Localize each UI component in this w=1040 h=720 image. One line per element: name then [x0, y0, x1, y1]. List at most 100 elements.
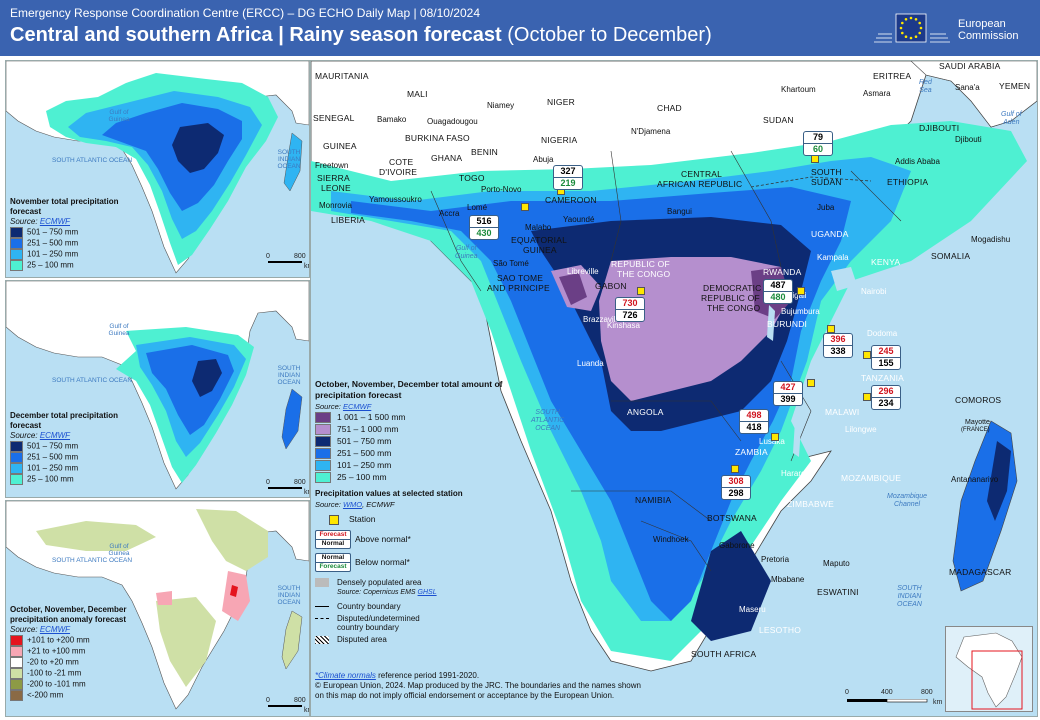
title-main: Central and southern Africa | Rainy seas… — [10, 24, 502, 46]
station-kigali-normal: 480 — [770, 292, 786, 302]
panel3-ocean-left: SOUTH ATLANTIC OCEAN — [52, 557, 133, 564]
label-car2: AFRICAN REPUBLIC — [657, 179, 743, 189]
label-liberia: LIBERIA — [331, 215, 365, 225]
panel2-legend-label: 251 – 500 mm — [27, 452, 79, 462]
sea-aden: Gulf of Aden — [1001, 111, 1022, 127]
disputed-boundary-line — [315, 618, 329, 619]
label-drc3: THE CONGO — [707, 303, 761, 313]
panel1-legend-rows: 501 – 750 mm 251 – 500 mm 101 – 250 mm 25 –… — [10, 227, 122, 271]
label-eqg1: EQUATORIAL — [511, 235, 568, 245]
main-legend-swatch — [315, 460, 331, 472]
station-accra-normal: 430 — [476, 228, 492, 238]
header-subtitle: Emergency Response Coordination Centre (… — [10, 6, 480, 20]
station-source-link[interactable]: WMO — [342, 500, 363, 509]
panel2-gulf: Gulf of Guinea — [108, 323, 130, 337]
panel2-legend: December total precipitation forecast So… — [10, 411, 122, 485]
city-niamey: Niamey — [487, 101, 515, 110]
panel3-source-link[interactable]: ECMWF — [39, 625, 71, 634]
panel1-legend-row: 101 – 250 mm — [10, 249, 122, 260]
panel2-legend-row: 251 – 500 mm — [10, 452, 122, 463]
label-botswana: BOTSWANA — [707, 513, 757, 523]
country-boundary-line — [315, 606, 329, 608]
panel1-legend: November total precipitation forecast So… — [10, 197, 122, 271]
label-somalia: SOMALIA — [931, 251, 971, 261]
label-eritrea: ERITREA — [873, 71, 912, 81]
panel1-legend-label: 25 – 100 mm — [27, 260, 74, 270]
main-legend-swatch — [315, 472, 331, 484]
legend-disputed-boundary-row: Disputed/undetermined country boundary — [315, 614, 505, 632]
main-map-graphic — [311, 61, 1037, 672]
panel3-legend-label: -100 to -21 mm — [27, 668, 82, 678]
panel2-legend-title: December total precipitation forecast — [10, 411, 119, 430]
label-drc2: REPUBLIC OF — [701, 293, 760, 303]
city-libreville: Libreville — [567, 267, 599, 276]
label-madagascar: MADAGASCAR — [949, 567, 1012, 577]
panel3-legend-row: +101 to +200 mm — [10, 635, 140, 646]
main-legend-swatch — [315, 436, 331, 448]
panel1-legend-row: 251 – 500 mm — [10, 238, 122, 249]
panel3-source: Source: ECMWF — [10, 625, 140, 635]
main-legend-source-label: Source: — [315, 402, 341, 411]
panel3-scale-unit: km — [304, 707, 309, 714]
main-legend-swatch — [315, 448, 331, 460]
panel3-legend-row: -100 to -21 mm — [10, 668, 140, 679]
climate-normals-link[interactable]: *Climate normals — [315, 671, 376, 680]
station-lubumbashi-forecast: 498 — [740, 410, 768, 422]
panel1-legend-swatch — [10, 249, 23, 260]
logo-line2: Commission — [958, 30, 1019, 42]
label-sudan: SUDAN — [763, 115, 794, 125]
station-marker-mbeya — [807, 379, 815, 387]
panel1-source-link[interactable]: ECMWF — [39, 217, 71, 226]
panel3-legend-swatch — [10, 690, 23, 701]
panel3-legend-swatch — [10, 679, 23, 690]
city-nairobi: Nairobi — [861, 287, 887, 296]
city-yamou: Yamoussoukro — [369, 195, 422, 204]
locator-inset-map — [945, 626, 1033, 712]
legend-dense-link[interactable]: GHSL — [417, 589, 437, 596]
main-legend-rows: 1 001 – 1 500 mm 751 – 1 000 mm 501 – 750 … — [315, 412, 505, 484]
city-bujumbura: Bujumbura — [781, 307, 820, 316]
dense-swatch — [315, 578, 329, 587]
main-legend-source-link[interactable]: ECMWF — [342, 402, 372, 411]
station-mwanza-forecast: 396 — [824, 334, 852, 346]
panel1-legend-swatch — [10, 227, 23, 238]
city-malabo: Malabo — [525, 223, 552, 232]
above-badge-top: Forecast — [316, 531, 350, 540]
panel2-source-link[interactable]: ECMWF — [39, 431, 71, 440]
city-saotome: São Tomé — [493, 259, 529, 268]
station-lubumbashi-normal: 418 — [746, 422, 762, 432]
label-ssudan1: SOUTH — [811, 167, 842, 177]
sea-sio1: SOUTH — [897, 585, 922, 592]
legend-below-label: Below normal* — [355, 556, 410, 567]
panel1-legend-label: 251 – 500 mm — [27, 238, 79, 248]
city-windhoek: Windhoek — [653, 535, 689, 544]
station-mwanza-normal: 338 — [830, 346, 846, 356]
legend-disputed-area-row: Disputed area — [315, 634, 505, 645]
station-square-icon — [329, 514, 339, 525]
label-uganda: UGANDA — [811, 229, 849, 239]
page-title: Central and southern Africa | Rainy seas… — [10, 24, 712, 47]
label-cameroon: CAMEROON — [545, 195, 597, 205]
main-legend-row: 1 001 – 1 500 mm — [315, 412, 505, 424]
panel2-legend-swatch — [10, 452, 23, 463]
station-kigali: 487 480 — [763, 279, 793, 304]
main-legend-row: 25 – 100 mm — [315, 472, 505, 484]
station-marker-lubumbashi — [771, 433, 779, 441]
panel3-legend-row: -20 to +20 mm — [10, 657, 140, 668]
locator-africa-graphic — [955, 632, 1023, 710]
label-niger: NIGER — [547, 97, 575, 107]
legend-above-label: Above normal* — [355, 533, 411, 544]
panel3-legend-label: -20 to +20 mm — [27, 657, 79, 667]
panel3-legend-label: +21 to +100 mm — [27, 646, 86, 656]
city-ouaga: Ouagadougou — [427, 117, 478, 126]
city-maseru: Maseru — [739, 605, 766, 614]
panel3-legend-swatch — [10, 635, 23, 646]
station-legend-title: Precipitation values at selected station — [315, 489, 463, 498]
station-kigali-forecast: 487 — [764, 280, 792, 292]
label-senegal: SENEGAL — [313, 113, 355, 123]
above-badge-bottom: Normal — [321, 540, 345, 547]
sea-red: Red Sea — [919, 79, 932, 95]
station-abuja-normal: 219 — [560, 178, 576, 188]
city-maputo: Maputo — [823, 559, 850, 568]
panel3-legend-label: +101 to +200 mm — [27, 635, 90, 645]
